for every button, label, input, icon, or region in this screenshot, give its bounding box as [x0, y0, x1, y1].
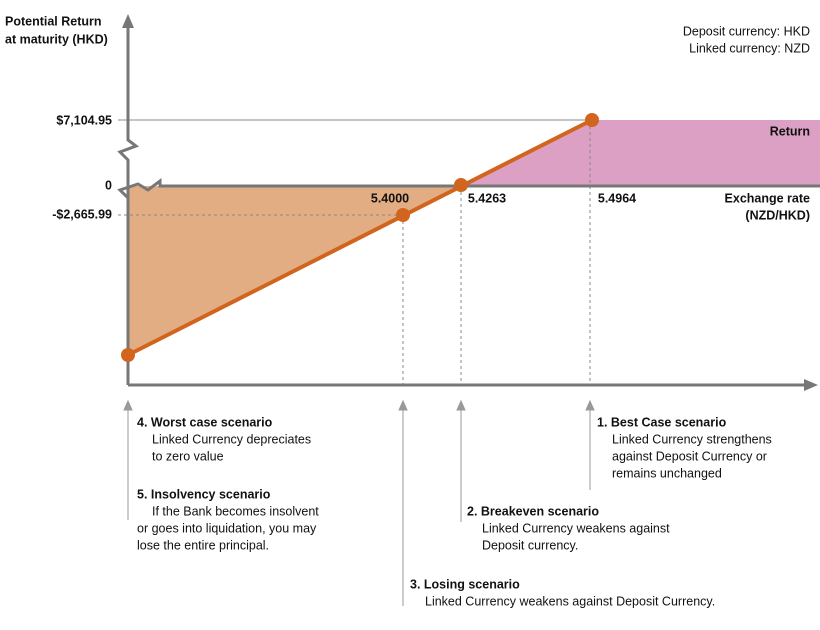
scenario-text: Linked Currency strengthens — [612, 432, 772, 446]
y-label: $7,104.95 — [56, 113, 112, 127]
scenario-text: Deposit currency. — [482, 538, 578, 552]
point — [585, 113, 599, 127]
y-axis-label: at maturity (HKD) — [5, 32, 108, 46]
scenario-title: 3. Losing scenario — [410, 577, 520, 591]
region-label: Return — [770, 124, 810, 138]
scenario-text: remains unchanged — [612, 466, 722, 480]
scenario-text: lose the entire principal. — [137, 538, 269, 552]
scenario-text: Linked Currency weakens against — [482, 521, 670, 535]
scenario-arrows — [123, 399, 595, 606]
scenario-text: Linked Currency weakens against Deposit … — [425, 594, 715, 608]
return-area — [460, 120, 820, 186]
scenario-text: or goes into liquidation, you may — [137, 521, 317, 535]
x-axis-label: (NZD/HKD) — [745, 208, 810, 222]
scenario-title: 4. Worst case scenario — [137, 415, 273, 429]
scenario-title: 1. Best Case scenario — [597, 415, 727, 429]
point — [454, 178, 468, 192]
arrow-head — [804, 379, 818, 391]
scenario-text: against Deposit Currency or — [612, 449, 767, 463]
point — [396, 208, 410, 222]
scenario-title: 2. Breakeven scenario — [467, 504, 599, 518]
y-axis — [117, 24, 140, 385]
x-label: 5.4964 — [598, 191, 636, 205]
scenario-text: to zero value — [152, 449, 224, 463]
arrow-head — [122, 14, 134, 28]
point — [121, 348, 135, 362]
x-label: 5.4000 — [371, 191, 409, 205]
y-axis-label: Potential Return — [5, 14, 102, 28]
x-axis-label: Exchange rate — [725, 191, 811, 205]
y-label: -$2,665.99 — [52, 207, 112, 221]
currency-note: Deposit currency: HKD — [683, 24, 810, 38]
currency-note: Linked currency: NZD — [689, 41, 810, 55]
scenario-text: Linked Currency depreciates — [152, 432, 311, 446]
scenario-title: 5. Insolvency scenario — [137, 487, 271, 501]
scenario-text: If the Bank becomes insolvent — [152, 504, 319, 518]
y-label: 0 — [105, 178, 112, 192]
x-label: 5.4263 — [468, 191, 506, 205]
payoff-line — [127, 118, 593, 357]
